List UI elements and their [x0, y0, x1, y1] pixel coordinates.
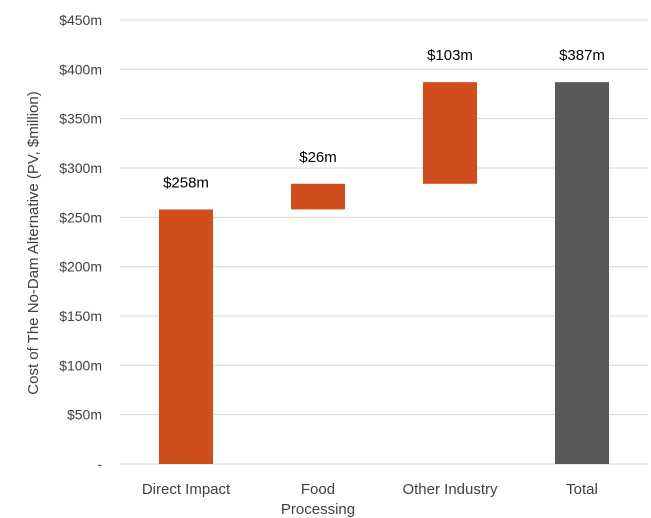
- bars: [159, 82, 609, 464]
- data-label: $103m: [427, 47, 473, 64]
- y-tick-label: -: [97, 456, 102, 472]
- y-axis-tick-labels: - $50m $100m $150m $200m $250m $300m $350m $400m…: [59, 12, 102, 472]
- bar-direct-impact: [159, 209, 213, 464]
- data-label: $26m: [299, 149, 337, 166]
- y-tick-label: $250m: [59, 209, 102, 225]
- bar-other-industry: [423, 82, 477, 184]
- y-tick-label: $200m: [59, 259, 102, 275]
- x-category-label: Direct Impact: [142, 481, 231, 498]
- y-tick-label: $150m: [59, 308, 102, 324]
- y-tick-label: $450m: [59, 12, 102, 28]
- data-labels: $258m $26m $103m $387m: [163, 47, 605, 191]
- y-tick-label: $50m: [67, 407, 102, 423]
- x-category-label: Food Processing: [281, 481, 355, 518]
- x-category-label: Other Industry: [402, 481, 498, 498]
- y-tick-label: $300m: [59, 160, 102, 176]
- bar-total: [555, 82, 609, 464]
- x-category-label: Total: [566, 481, 598, 498]
- y-tick-label: $350m: [59, 111, 102, 127]
- data-label: $258m: [163, 174, 209, 191]
- x-axis-category-labels: Direct Impact Food Processing Other Industr…: [142, 481, 598, 518]
- y-axis-title: Cost of The No-Dam Alternative (PV, $mil…: [25, 91, 42, 394]
- data-label: $387m: [559, 47, 605, 64]
- y-tick-label: $100m: [59, 357, 102, 373]
- bar-food-processing: [291, 183, 345, 210]
- y-tick-label: $400m: [59, 61, 102, 77]
